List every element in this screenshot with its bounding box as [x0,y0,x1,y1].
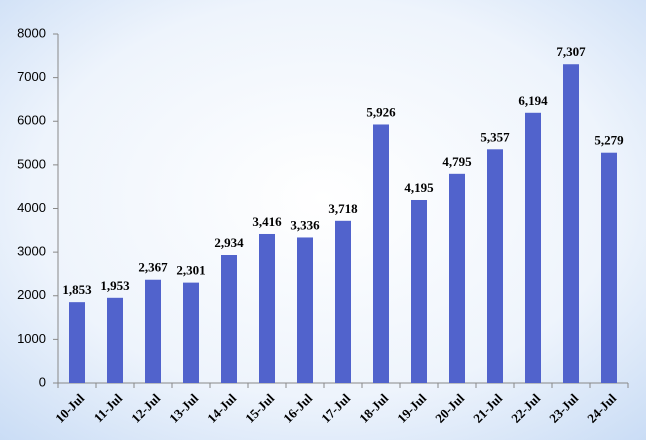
value-label: 5,926 [366,104,396,119]
value-label: 4,195 [404,180,434,195]
bar [449,173,465,383]
y-tick-label: 5000 [17,156,46,171]
y-tick-label: 8000 [17,25,46,40]
bar [563,64,579,384]
value-label: 3,336 [290,217,320,232]
value-label: 5,357 [480,129,510,144]
value-label: 6,194 [518,93,548,108]
value-label: 2,367 [138,260,168,275]
value-label: 2,934 [214,235,244,250]
y-tick-label: 3000 [17,244,46,259]
value-label: 7,307 [556,44,586,59]
y-tick-label: 0 [39,374,46,389]
y-tick-label: 4000 [17,200,46,215]
bar [335,220,351,383]
bar [373,124,389,384]
value-label: 1,953 [100,278,130,293]
bar [411,199,427,383]
bar [221,255,237,383]
bar [601,152,617,383]
y-tick-label: 2000 [17,287,46,302]
bar [297,237,313,383]
value-label: 5,279 [594,133,624,148]
bar [145,279,161,383]
value-label: 3,416 [252,214,282,229]
bar [487,149,503,383]
bar [259,233,275,383]
bar [107,297,123,383]
value-label: 1,853 [62,282,92,297]
y-tick-label: 1000 [17,331,46,346]
bar [183,282,199,383]
bar [69,302,85,383]
y-tick-label: 6000 [17,113,46,128]
bar [525,112,541,384]
y-tick-label: 7000 [17,69,46,84]
value-label: 2,301 [176,263,205,278]
value-label: 4,795 [442,154,472,169]
value-label: 3,718 [328,201,358,216]
